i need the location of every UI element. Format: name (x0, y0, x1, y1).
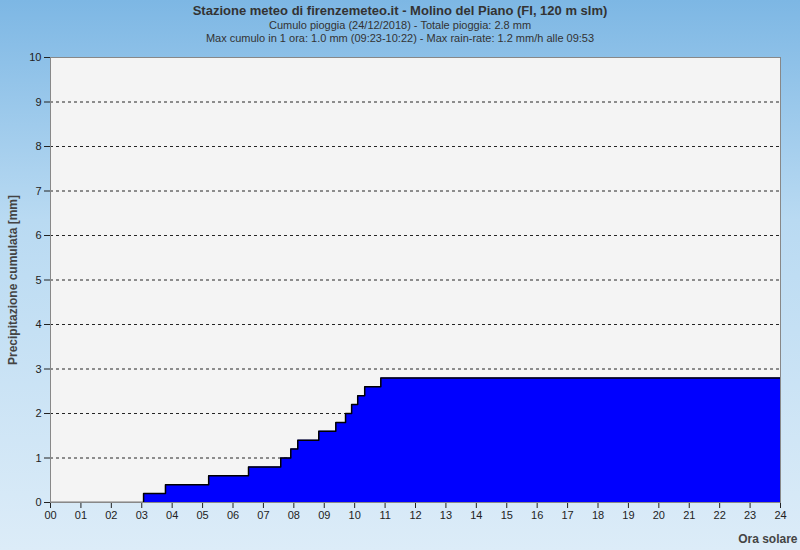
svg-text:17: 17 (561, 509, 573, 521)
svg-text:6: 6 (35, 229, 41, 241)
svg-text:24: 24 (774, 509, 786, 521)
svg-text:06: 06 (227, 509, 239, 521)
svg-text:2: 2 (35, 407, 41, 419)
svg-text:9: 9 (35, 96, 41, 108)
svg-text:4: 4 (35, 318, 41, 330)
svg-text:07: 07 (257, 509, 269, 521)
svg-text:1: 1 (35, 452, 41, 464)
svg-text:23: 23 (744, 509, 756, 521)
svg-text:3: 3 (35, 363, 41, 375)
svg-text:8: 8 (35, 140, 41, 152)
svg-text:02: 02 (105, 509, 117, 521)
svg-text:04: 04 (166, 509, 178, 521)
svg-text:00: 00 (44, 509, 56, 521)
svg-text:09: 09 (318, 509, 330, 521)
svg-text:0: 0 (35, 496, 41, 508)
html-text:Stazione meteo di firenzemeteo: Stazione meteo di firenzemeteo.it - Moli… (192, 3, 608, 18)
svg-text:14: 14 (470, 509, 482, 521)
svg-text:22: 22 (714, 509, 726, 521)
svg-text:10: 10 (29, 51, 41, 63)
svg-text:03: 03 (136, 509, 148, 521)
svg-text:21: 21 (683, 509, 695, 521)
svg-text:15: 15 (501, 509, 513, 521)
svg-text:11: 11 (379, 509, 390, 521)
svg-text:16: 16 (531, 509, 543, 521)
svg-text:05: 05 (196, 509, 208, 521)
svg-text:5: 5 (35, 274, 41, 286)
svg-text:01: 01 (75, 509, 87, 521)
svg-text:18: 18 (592, 509, 604, 521)
svg-text:13: 13 (440, 509, 452, 521)
svg-text:08: 08 (288, 509, 300, 521)
svg-text:19: 19 (622, 509, 634, 521)
html-text:Cumulo pioggia (24/12/2018) -: Cumulo pioggia (24/12/2018) - Totale pio… (268, 19, 532, 31)
svg-text:Ora solare: Ora solare (738, 532, 798, 546)
svg-text:10: 10 (349, 509, 361, 521)
svg-text:12: 12 (409, 509, 421, 521)
svg-text:Precipitazione cumulata [mm]: Precipitazione cumulata [mm] (6, 195, 20, 365)
svg-text:20: 20 (653, 509, 665, 521)
html-text:Max cumulo in 1 ora: 1.0 mm (0: Max cumulo in 1 ora: 1.0 mm (09:23-10:22… (205, 32, 595, 44)
svg-text:7: 7 (35, 185, 41, 197)
